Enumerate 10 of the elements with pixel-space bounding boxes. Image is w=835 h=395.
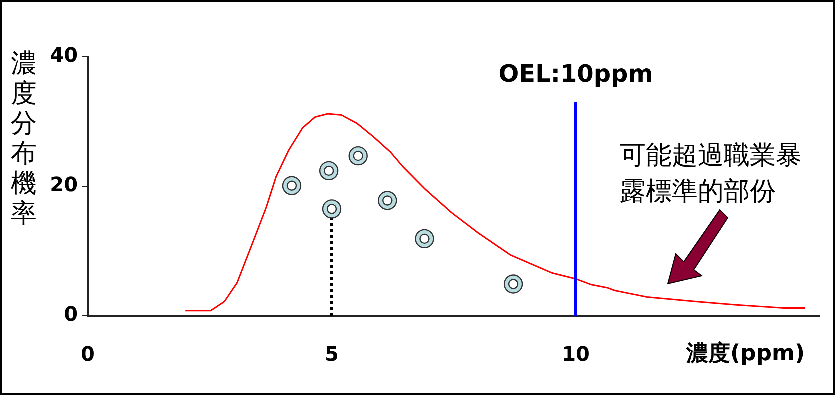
x-tick-label: 10 (562, 342, 590, 366)
y-tick-label: 20 (50, 172, 78, 197)
ref-line-label: OEL:10ppm (498, 60, 654, 88)
y-axis-title: 濃度分布機率 (11, 48, 37, 229)
x-tick-label: 5 (325, 342, 339, 366)
y-tick-label: 0 (64, 302, 78, 326)
y-tick-label: 40 (50, 43, 78, 68)
annotation: 可能超過職業暴露標準的部份 (620, 141, 802, 207)
x-axis-title: 濃度(ppm) (685, 340, 805, 367)
x-tick-label: 0 (81, 342, 95, 366)
